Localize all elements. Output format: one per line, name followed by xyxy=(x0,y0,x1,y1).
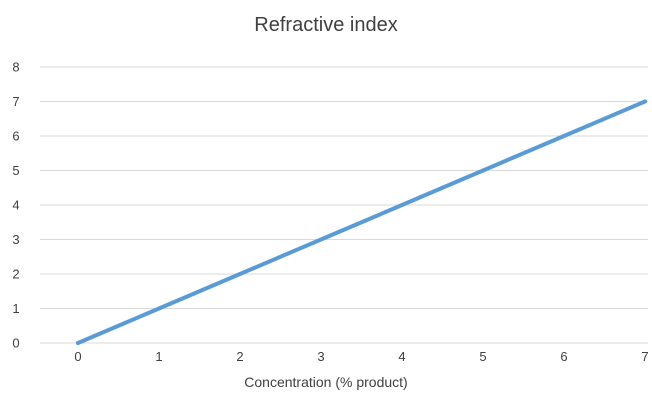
x-tick-label: 1 xyxy=(155,349,162,364)
data-point xyxy=(238,272,242,276)
y-tick-label: 0 xyxy=(12,336,19,351)
data-point xyxy=(481,168,485,173)
y-tick-label: 1 xyxy=(12,301,19,316)
x-tick-label: 7 xyxy=(641,349,648,364)
x-axis-tick-labels: 0 1 2 3 4 5 6 7 xyxy=(74,349,648,364)
x-tick-label: 4 xyxy=(398,349,405,364)
chart-title: Refractive index xyxy=(254,14,398,36)
x-tick-label: 3 xyxy=(317,349,324,364)
data-point xyxy=(643,99,647,104)
gridlines xyxy=(40,66,648,344)
y-tick-label: 3 xyxy=(12,232,19,247)
data-point xyxy=(319,237,323,242)
data-point xyxy=(157,306,161,311)
data-point xyxy=(400,203,404,207)
x-tick-label: 6 xyxy=(560,349,567,364)
x-tick-label: 0 xyxy=(74,349,81,364)
y-tick-label: 7 xyxy=(12,94,19,109)
y-axis-tick-labels: 0 1 2 3 4 5 6 7 8 xyxy=(12,60,19,351)
data-point xyxy=(76,341,80,345)
data-point xyxy=(562,134,566,138)
x-tick-label: 5 xyxy=(479,349,486,364)
y-tick-label: 6 xyxy=(12,129,19,144)
y-tick-label: 8 xyxy=(12,60,19,75)
y-tick-label: 2 xyxy=(12,267,19,282)
series-line xyxy=(76,99,647,345)
x-axis-label: Concentration (% product) xyxy=(244,374,408,390)
x-tick-label: 2 xyxy=(236,349,243,364)
y-tick-label: 4 xyxy=(12,198,19,213)
y-tick-label: 5 xyxy=(12,163,19,178)
series-layer xyxy=(76,99,647,345)
